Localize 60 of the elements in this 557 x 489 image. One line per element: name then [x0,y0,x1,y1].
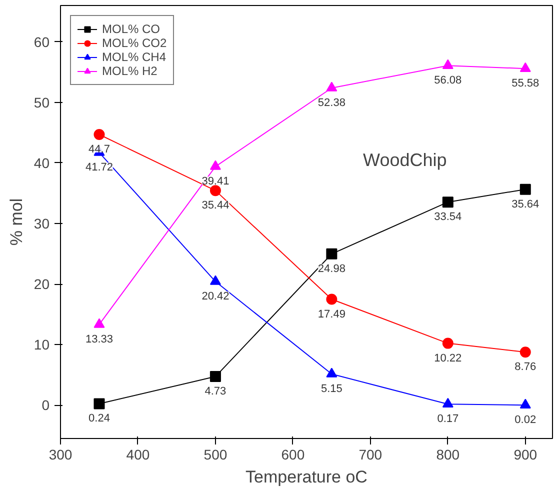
data-label: 10.22 [434,352,462,364]
data-label: 24.98 [318,262,346,275]
data-label: 35.64 [512,198,540,210]
point [520,62,531,72]
point [326,368,338,378]
point [520,184,531,195]
point [442,59,454,69]
y-tick-label: 30 [34,216,50,232]
data-label: 41.72 [85,162,114,174]
data-label: 44.7 [88,143,110,156]
y-tick-label: 0 [42,397,50,414]
annotation: WoodChip [363,150,447,170]
legend-label: MOL% H2 [102,64,158,78]
y-tick-label: 60 [34,34,50,50]
x-axis-title: Temperature oC [246,468,368,486]
data-label: 0.17 [437,413,459,426]
data-label: 5.15 [320,383,342,396]
data-label: 8.76 [514,361,536,374]
point [210,160,221,170]
data-label: 55.58 [512,78,540,90]
data-label: 33.54 [434,211,462,224]
point [442,338,454,349]
point [94,129,105,140]
data-label: 17.49 [318,308,346,320]
point [442,398,454,408]
y-tick-label: 40 [34,154,50,171]
point [442,196,454,208]
point [94,318,105,328]
legend-label: MOL% CH4 [102,50,166,64]
point [520,398,531,408]
x-tick-label: 800 [436,446,460,462]
x-tick-label: 500 [204,446,228,462]
point [210,275,221,285]
point [326,82,338,92]
data-label: 20.42 [202,290,230,303]
x-tick-label: 300 [48,446,72,462]
x-tick-label: 900 [514,446,538,462]
y-axis-title: % mol [6,198,26,246]
data-label: 0.02 [514,414,536,426]
point [210,371,221,382]
data-label: 35.44 [202,200,230,212]
point [520,346,531,358]
point [210,185,221,196]
data-label: 4.73 [204,386,226,398]
x-tick-label: 700 [358,446,382,462]
y-tick-label: 50 [34,94,50,110]
x-tick-label: 600 [281,446,305,462]
legend-label: MOL% CO2 [102,36,167,50]
point [326,248,338,260]
data-label: 0.24 [88,412,110,425]
y-tick-label: 20 [34,276,50,292]
data-label: 52.38 [318,96,346,109]
legend-label: MOL% CO [102,22,160,36]
data-label: 13.33 [85,333,114,346]
x-tick-label: 400 [126,446,150,462]
data-label: 39.41 [202,176,230,188]
data-label: 56.08 [434,74,462,87]
y-tick-label: 10 [34,336,50,353]
point [94,398,105,410]
point [326,294,338,305]
